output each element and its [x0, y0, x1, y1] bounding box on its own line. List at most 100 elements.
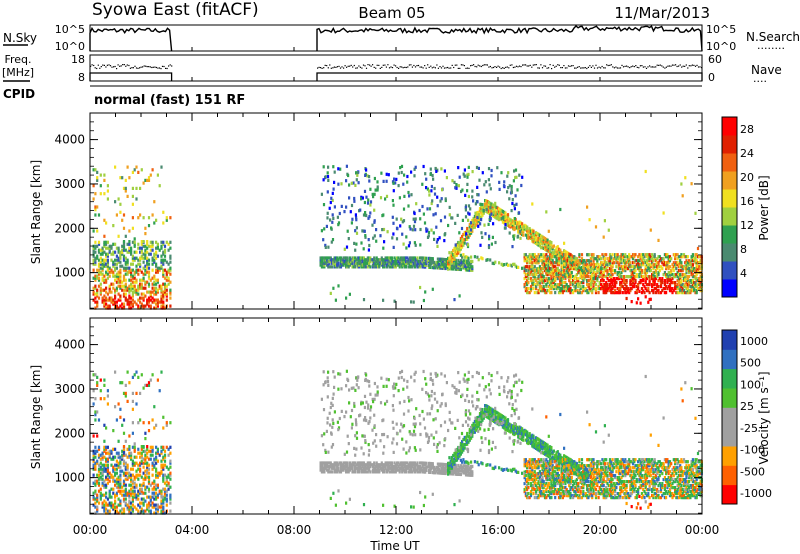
power-cell	[656, 261, 659, 265]
power-cell	[631, 257, 635, 261]
power-cell	[549, 267, 552, 271]
velocity-cell	[169, 471, 172, 475]
power-cell	[461, 245, 464, 249]
power-cell	[416, 256, 419, 260]
velocity-cell	[135, 497, 138, 501]
power-cell	[101, 268, 104, 272]
power-cell	[630, 283, 633, 287]
power-cell	[466, 261, 469, 265]
power-cell	[389, 265, 392, 269]
power-cell	[572, 263, 575, 267]
power-cell	[543, 255, 547, 259]
power-cell	[561, 267, 564, 271]
nave-dot	[378, 64, 380, 66]
power-cell	[559, 248, 562, 252]
power-cell	[521, 266, 524, 270]
power-cell	[461, 238, 464, 242]
power-cell	[101, 272, 104, 276]
velocity-cell	[137, 375, 140, 379]
power-cell	[490, 209, 493, 213]
power-cell	[139, 250, 142, 254]
power-cell	[130, 284, 133, 288]
power-cell	[667, 265, 670, 269]
power-cell	[489, 187, 492, 191]
power-cell	[476, 185, 479, 189]
power-cell	[367, 198, 370, 202]
power-cell	[110, 246, 113, 250]
velocity-cell	[156, 483, 159, 487]
power-cell	[518, 225, 521, 230]
power-cell	[552, 251, 555, 255]
power-cell	[487, 200, 490, 204]
nave-dot	[583, 67, 585, 69]
power-cell	[512, 179, 515, 183]
power-cell	[467, 211, 470, 215]
power-cell	[523, 257, 526, 261]
power-cell	[659, 279, 663, 283]
power-cell	[674, 275, 677, 279]
power-cell	[454, 267, 457, 271]
velocity-cell	[346, 466, 349, 470]
power-cell	[319, 260, 322, 264]
power-cell	[559, 281, 562, 285]
power-cell	[128, 266, 131, 270]
power-cell	[506, 223, 510, 227]
power-cell	[647, 253, 650, 257]
power-cell	[527, 287, 530, 291]
nave-dot	[671, 64, 674, 66]
power-cell	[498, 217, 501, 221]
velocity-cell	[103, 455, 106, 459]
velocity-cell	[122, 499, 126, 503]
power-cell	[667, 257, 670, 261]
power-cell	[690, 269, 693, 273]
power-cell	[551, 263, 554, 267]
velocity-cell	[329, 470, 332, 474]
velocity-cell	[117, 475, 120, 479]
power-cell	[608, 263, 612, 267]
power-cell	[103, 294, 106, 298]
velocity-cell	[128, 499, 131, 503]
power-cell	[546, 289, 549, 293]
power-cell	[537, 259, 540, 263]
power-cell	[547, 248, 550, 252]
power-cell	[139, 246, 142, 250]
power-cell	[630, 300, 633, 304]
power-cell	[549, 242, 552, 246]
power-cell	[153, 200, 156, 204]
power-cell	[99, 184, 102, 188]
power-cell	[537, 271, 540, 275]
power-cell	[601, 279, 604, 283]
power-cell	[527, 233, 530, 237]
nave-dot	[696, 64, 698, 66]
velocity-cell	[142, 386, 145, 390]
power-cell	[686, 277, 689, 281]
nave-dot	[477, 64, 479, 66]
power-cell	[602, 257, 605, 261]
power-cell	[167, 278, 170, 282]
power-cell	[483, 183, 486, 187]
power-cell	[459, 259, 462, 263]
freq-bottom-tick: 8	[78, 71, 85, 84]
power-cell	[117, 248, 120, 252]
power-cell	[486, 200, 489, 204]
power-cell	[167, 282, 170, 286]
power-cell	[331, 220, 334, 224]
power-cell	[589, 259, 592, 263]
power-cell	[610, 255, 613, 259]
power-cell	[615, 255, 618, 259]
power-cell	[559, 273, 562, 277]
power-cell	[119, 254, 122, 258]
power-cell	[597, 267, 600, 271]
power-cell	[616, 253, 619, 257]
power-cell	[350, 260, 353, 264]
power-cell	[689, 261, 692, 265]
power-cell	[103, 280, 106, 284]
power-cell	[538, 285, 541, 289]
velocity-cell	[323, 470, 326, 474]
power-cell	[626, 287, 629, 291]
power-cell	[128, 302, 131, 306]
power-cell	[160, 296, 163, 300]
velocity-cell	[153, 405, 156, 409]
power-cell	[384, 256, 387, 260]
power-cell	[629, 279, 632, 283]
